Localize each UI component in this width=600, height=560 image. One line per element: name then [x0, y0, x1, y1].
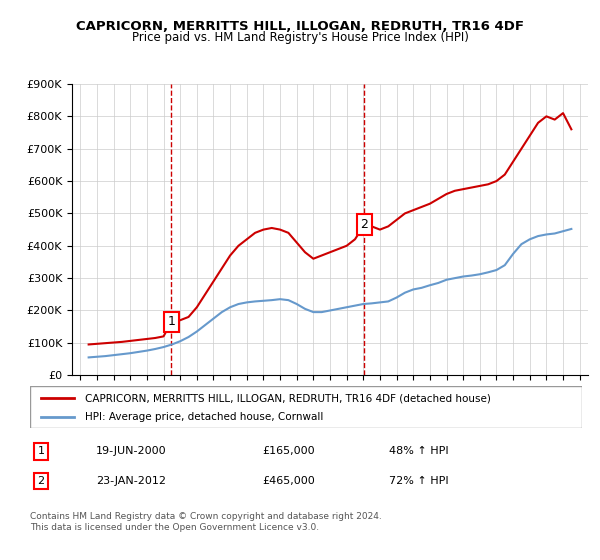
Text: 72% ↑ HPI: 72% ↑ HPI — [389, 476, 448, 486]
FancyBboxPatch shape — [30, 386, 582, 428]
Text: £165,000: £165,000 — [262, 446, 314, 456]
Text: 1: 1 — [38, 446, 44, 456]
Text: 1: 1 — [167, 315, 175, 328]
Text: CAPRICORN, MERRITTS HILL, ILLOGAN, REDRUTH, TR16 4DF: CAPRICORN, MERRITTS HILL, ILLOGAN, REDRU… — [76, 20, 524, 32]
Text: 48% ↑ HPI: 48% ↑ HPI — [389, 446, 448, 456]
Text: 19-JUN-2000: 19-JUN-2000 — [96, 446, 167, 456]
Text: 23-JAN-2012: 23-JAN-2012 — [96, 476, 166, 486]
Text: Contains HM Land Registry data © Crown copyright and database right 2024.
This d: Contains HM Land Registry data © Crown c… — [30, 512, 382, 532]
Text: 2: 2 — [37, 476, 44, 486]
Text: 2: 2 — [361, 218, 368, 231]
Text: Price paid vs. HM Land Registry's House Price Index (HPI): Price paid vs. HM Land Registry's House … — [131, 31, 469, 44]
Text: CAPRICORN, MERRITTS HILL, ILLOGAN, REDRUTH, TR16 4DF (detached house): CAPRICORN, MERRITTS HILL, ILLOGAN, REDRU… — [85, 393, 491, 403]
Text: £465,000: £465,000 — [262, 476, 314, 486]
Text: HPI: Average price, detached house, Cornwall: HPI: Average price, detached house, Corn… — [85, 412, 323, 422]
